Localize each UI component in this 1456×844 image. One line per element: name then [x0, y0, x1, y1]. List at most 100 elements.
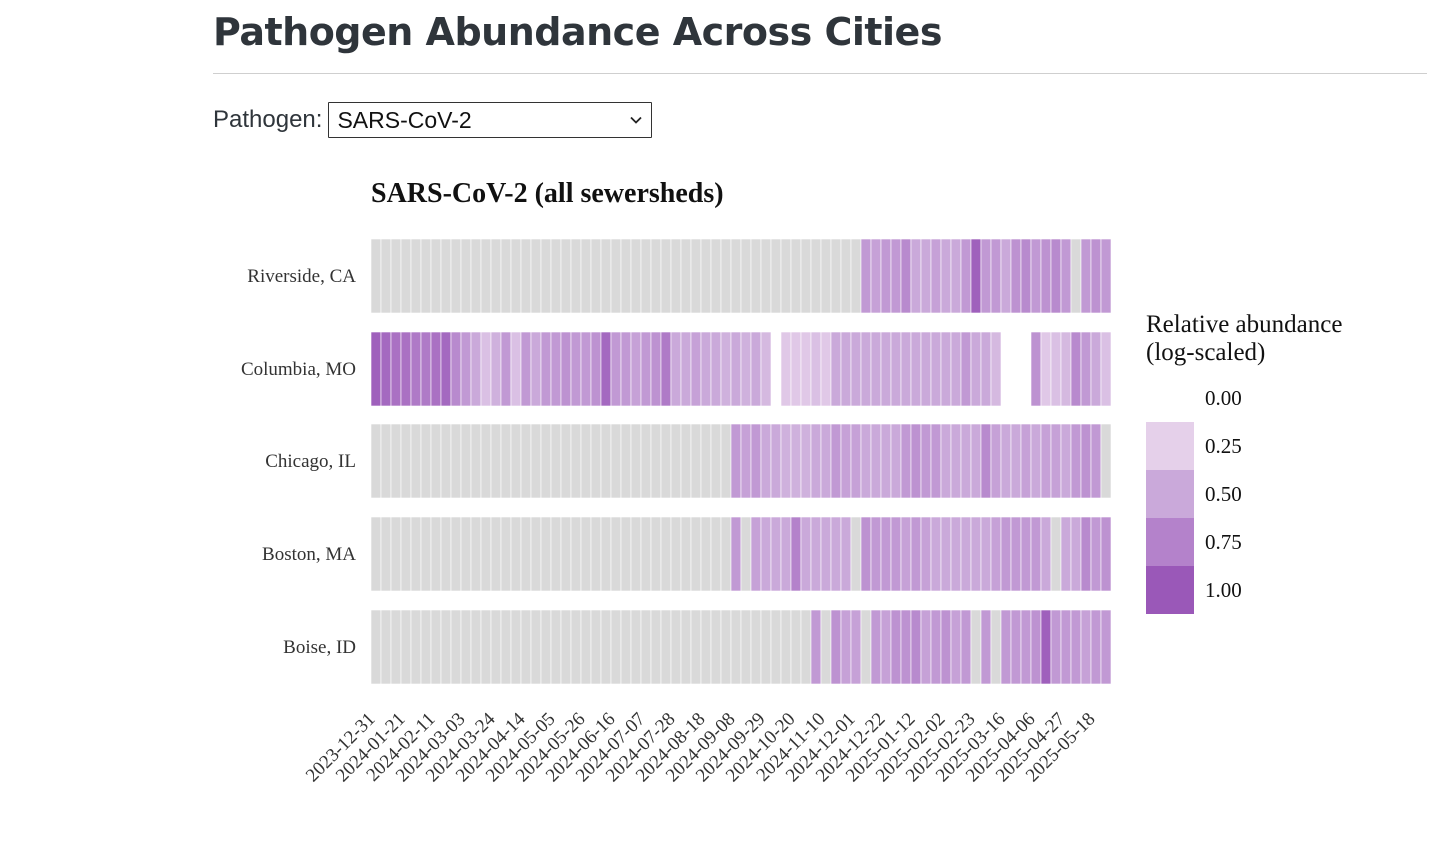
heatmap-cell: [460, 331, 472, 407]
heatmap-cell: [1020, 609, 1032, 685]
heatmap-cell: [970, 331, 982, 407]
heatmap-cell: [690, 609, 702, 685]
heatmap-cell: [850, 516, 862, 592]
heatmap-cell: [620, 331, 632, 407]
heatmap-cell: [660, 609, 672, 685]
heatmap-cell: [640, 423, 652, 499]
heatmap-cell: [450, 331, 462, 407]
heatmap-cell: [470, 423, 482, 499]
heatmap-cell: [660, 238, 672, 314]
heatmap-cell: [580, 516, 592, 592]
heatmap-cell: [800, 423, 812, 499]
heatmap-cell: [730, 238, 742, 314]
heatmap-cell: [720, 609, 732, 685]
heatmap-cell: [490, 609, 502, 685]
heatmap-cell: [1040, 609, 1052, 685]
heatmap-cell: [680, 423, 692, 499]
title-divider: [213, 73, 1427, 74]
heatmap-cell: [590, 238, 602, 314]
heatmap-cell: [680, 331, 692, 407]
heatmap-cell: [590, 331, 602, 407]
heatmap-cell: [420, 609, 432, 685]
heatmap-cell: [900, 331, 912, 407]
row-labels: Riverside, CA Columbia, MO Chicago, IL Bost…: [241, 266, 356, 658]
heatmap-cell: [830, 238, 842, 314]
heatmap-cell: [920, 238, 932, 314]
heatmap-cell: [770, 238, 782, 314]
heatmap-cell: [480, 423, 492, 499]
heatmap-cell: [930, 423, 942, 499]
heatmap-cell: [480, 609, 492, 685]
heatmap-cell: [460, 238, 472, 314]
heatmap-cell: [550, 609, 562, 685]
heatmap-cell: [370, 516, 382, 592]
heatmap-cell: [1090, 516, 1102, 592]
heatmap-cell: [830, 516, 842, 592]
heatmap-cell: [1070, 609, 1082, 685]
heatmap-cell: [650, 238, 662, 314]
heatmap-cell: [1080, 331, 1092, 407]
row-label: Riverside, CA: [247, 266, 356, 287]
heatmap-cell: [610, 423, 622, 499]
heatmap-cell: [1030, 516, 1042, 592]
heatmap-cell: [550, 516, 562, 592]
heatmap-cell: [750, 516, 762, 592]
heatmap-cell: [720, 331, 732, 407]
heatmap-cell: [380, 609, 392, 685]
heatmap-cell: [990, 516, 1002, 592]
heatmap-cell: [1000, 238, 1012, 314]
heatmap-cell: [480, 238, 492, 314]
heatmap-cell: [400, 423, 412, 499]
heatmap-cell: [770, 609, 782, 685]
heatmap-cell: [550, 238, 562, 314]
heatmap-cell: [790, 238, 802, 314]
heatmap-cell: [560, 516, 572, 592]
heatmap-cell: [500, 423, 512, 499]
heatmap-cell: [830, 423, 842, 499]
heatmap-cell: [1060, 516, 1072, 592]
heatmap-cell: [800, 516, 812, 592]
heatmap-cell: [370, 238, 382, 314]
heatmap-cell: [450, 609, 462, 685]
heatmap-cell: [900, 516, 912, 592]
heatmap-cell: [930, 238, 942, 314]
pathogen-selector-label: Pathogen:: [213, 106, 323, 133]
heatmap-cell: [460, 609, 472, 685]
heatmap-cell: [620, 609, 632, 685]
heatmap-cell: [610, 238, 622, 314]
heatmap-cell: [840, 238, 852, 314]
legend-title: (log-scaled): [1146, 339, 1265, 366]
heatmap-cell: [510, 238, 522, 314]
heatmap-cell: [510, 331, 522, 407]
heatmap-cell: [890, 423, 902, 499]
heatmap-cell: [920, 331, 932, 407]
heatmap-cell: [810, 331, 822, 407]
pathogen-select[interactable]: SARS-CoV-2: [328, 102, 653, 138]
heatmap-cell: [750, 609, 762, 685]
heatmap-cell: [490, 423, 502, 499]
heatmap-cell: [840, 423, 852, 499]
heatmap-cell: [980, 331, 992, 407]
heatmap-cell: [440, 516, 452, 592]
x-axis-ticks: 2023-12-312024-01-212024-02-112024-03-03…: [302, 708, 1100, 786]
heatmap-cell: [1060, 609, 1072, 685]
heatmap-cells: [370, 238, 1112, 685]
heatmap-cell: [670, 331, 682, 407]
heatmap-cell: [940, 423, 952, 499]
heatmap-cell: [720, 423, 732, 499]
heatmap-cell: [490, 516, 502, 592]
heatmap-cell: [1070, 331, 1082, 407]
heatmap-cell: [450, 516, 462, 592]
heatmap-cell: [580, 609, 592, 685]
heatmap-cell: [540, 609, 552, 685]
heatmap-cell: [840, 331, 852, 407]
heatmap-cell: [410, 423, 422, 499]
heatmap-cell: [1080, 423, 1092, 499]
heatmap-cell: [660, 423, 672, 499]
heatmap-cell: [400, 331, 412, 407]
heatmap-cell: [970, 609, 982, 685]
heatmap-cell: [560, 238, 572, 314]
heatmap-cell: [740, 238, 752, 314]
heatmap-cell: [420, 516, 432, 592]
heatmap-cell: [600, 516, 612, 592]
